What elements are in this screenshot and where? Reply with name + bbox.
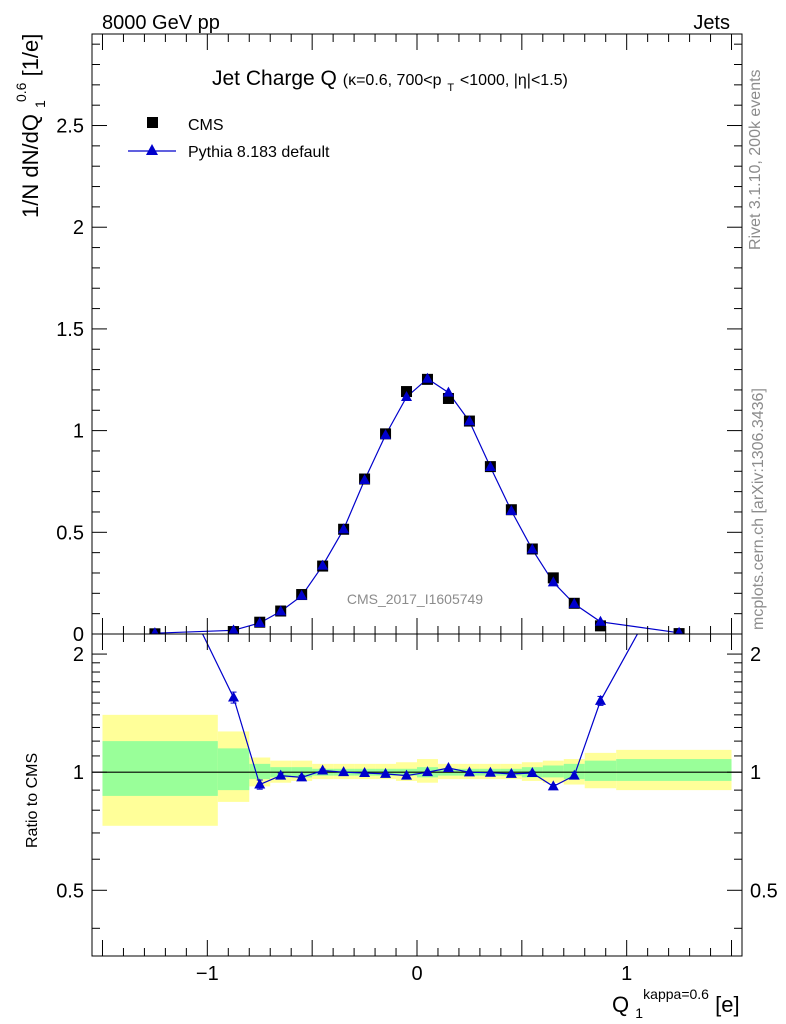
ratio-band-inner-16: [542, 765, 564, 778]
ratio-mc-point-19: [674, 553, 685, 563]
ratio-mc-point-0: [149, 530, 160, 540]
legend-mc-marker: [146, 144, 158, 155]
ratio-panel: −1 0 1 0.5 0.5 1 1 2 2 Ratio to CMS Q 1 kappa=0.…: [24, 530, 778, 1023]
mc-point-14: [505, 504, 517, 515]
header-right: Jets: [693, 12, 730, 34]
ratio-mc-point-11: [442, 761, 454, 772]
main-ylabel-sup: 0.6: [13, 82, 29, 102]
ratio-yticklabel-right-0: 0.5: [750, 880, 778, 902]
mc-point-1: [228, 624, 239, 634]
ratio-mc-point-1: [228, 691, 240, 702]
ratio-mc-line: [201, 634, 639, 788]
mc-point-19: [675, 626, 684, 634]
watermark: CMS_2017_I1605749: [347, 591, 483, 607]
mcplots-label: mcplots.cern.ch [arXiv:1306.3436]: [750, 388, 767, 630]
legend-cms-label: CMS: [188, 117, 224, 134]
ratio-xlabel-unit: [e]: [715, 992, 739, 1017]
ratio-mc-point-3: [275, 769, 287, 780]
ratio-xticklabel-0: −1: [196, 963, 219, 985]
mc-point-12: [463, 415, 475, 426]
mc-point-5: [317, 559, 329, 570]
ratio-mc-point-8: [380, 767, 392, 778]
cms-point-18: [594, 620, 606, 632]
mc-point-15: [526, 543, 538, 554]
mc-point-10: [421, 372, 433, 383]
mc-point-6: [338, 523, 350, 534]
main-yticklabel-2: 1: [73, 421, 84, 443]
main-yticklabel-1: 0.5: [56, 522, 84, 544]
ratio-band-inner-19: [616, 759, 732, 781]
ratio-xlabel-text: Q: [612, 992, 629, 1017]
main-ylabel-unit: [1/e]: [18, 34, 43, 77]
ratio-mc-point-9: [401, 769, 413, 780]
ratio-band-inner-18: [584, 760, 617, 781]
ratio-mc-point-2: [254, 778, 266, 789]
main-yticklabel-0: 0: [73, 624, 84, 646]
mc-point-13: [484, 461, 496, 472]
ratio-xticklabel-2: 1: [621, 963, 632, 985]
mc-point-4: [296, 589, 308, 600]
rivet-label: Rivet 3.1.10, 200k events: [747, 69, 764, 250]
ratio-ylabel: Ratio to CMS: [24, 753, 41, 848]
ratio-band-inner-0: [102, 741, 218, 796]
mc-point-9: [401, 391, 413, 402]
ratio-xticklabel-1: 0: [411, 963, 422, 985]
ratio-mc-point-15: [526, 767, 538, 778]
ratio-mc-point-14: [505, 767, 517, 778]
ratio-mc-point-5: [317, 764, 329, 775]
ratio-xlabel-sup: kappa=0.6: [643, 986, 709, 1002]
mc-point-7: [359, 474, 371, 485]
mc-point-0: [151, 627, 159, 634]
ratio-mc-point-13: [484, 766, 496, 777]
ratio-mc-point-17: [568, 769, 580, 780]
mc-point-17: [568, 597, 580, 608]
main-ylabel-text: 1/N dN/dQ: [18, 114, 43, 218]
ratio-mc-point-16: [547, 780, 559, 791]
main-yticklabel-5: 2.5: [56, 116, 84, 138]
legend-mc-label: Pythia 8.183 default: [188, 144, 330, 161]
plot-title-sub: (κ=0.6, 700<p: [343, 72, 442, 89]
ratio-band-inner-2: [249, 763, 271, 780]
ratio-mc-point-12: [463, 766, 475, 777]
main-yticklabel-3: 1.5: [56, 319, 84, 341]
mc-point-2: [254, 617, 266, 628]
plot-title-main: Jet Charge Q: [212, 67, 337, 90]
main-ylabel: 1/N dN/dQ 1 0.6 [1/e]: [6, 34, 50, 218]
main-ylabel-sub: 1: [32, 100, 48, 108]
ratio-mc-point-7: [359, 767, 371, 778]
mc-point-3: [275, 605, 287, 616]
ratio-mc-point-6: [338, 766, 350, 777]
ratio-yticklabel-left-0: 0.5: [56, 880, 84, 902]
header-left: 8000 GeV pp: [102, 12, 220, 34]
ratio-yticklabel-left-2: 2: [73, 644, 84, 666]
mc-point-8: [380, 429, 392, 440]
mc-point-16: [547, 576, 559, 587]
ratio-yticklabel-right-1: 1: [750, 762, 761, 784]
ratio-xlabel: Q 1 kappa=0.6 [e]: [612, 979, 740, 1023]
main-yticklabel-4: 2: [73, 217, 84, 239]
ratio-mc-point-10: [421, 766, 433, 777]
mc-point-18: [594, 615, 606, 626]
ratio-mc-point-4: [296, 771, 308, 782]
legend-cms-marker: [147, 117, 158, 128]
plot-title-sub-t: T: [447, 82, 454, 94]
ratio-band-inner-1: [217, 748, 250, 791]
cms-point-11: [442, 392, 454, 404]
ratio-yticklabel-right-2: 2: [750, 644, 761, 666]
ratio-mc-point-18: [594, 694, 606, 705]
ratio-yticklabel-left-1: 1: [73, 762, 84, 784]
main-panel: 0 0.5 1 1.5 2 2.5 Jet Charge Q (κ=0.6, 700<p …: [6, 33, 743, 646]
mc-point-11: [442, 386, 454, 397]
plot-title: Jet Charge Q (κ=0.6, 700<p T <1000, |η|<…: [212, 67, 568, 96]
ratio-xlabel-sub: 1: [635, 1005, 643, 1021]
plot-title-sub-rest: <1000, |η|<1.5): [460, 72, 568, 89]
